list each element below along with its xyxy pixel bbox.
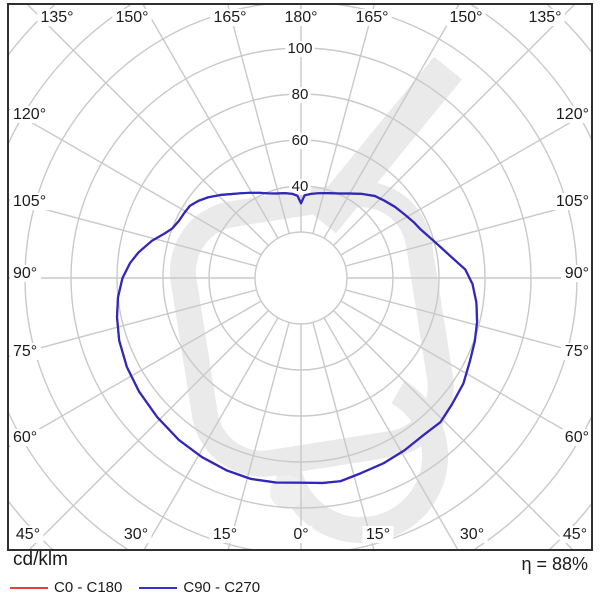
angle-tick-label: 165° <box>213 9 246 26</box>
unit-label: cd/klm <box>13 549 68 570</box>
grid-spoke <box>9 289 257 357</box>
radial-tick-label: 100 <box>287 40 312 57</box>
angle-tick-label-chip <box>210 9 250 26</box>
angle-tick-label: 30° <box>124 526 148 543</box>
legend: C0 - C180 C90 - C270 <box>10 579 260 596</box>
grid-spoke <box>312 322 375 549</box>
legend-label-c0-c180: C0 - C180 <box>54 579 123 596</box>
grid-spoke <box>142 5 279 239</box>
radial-tick-label: 60 <box>292 132 309 149</box>
angle-tick-label-chip <box>352 9 392 26</box>
grid-spoke <box>9 300 262 448</box>
radial-tick-label-chip <box>285 41 315 57</box>
legend-line-c90-c270 <box>139 586 178 589</box>
angle-tick-label: 45° <box>563 526 587 543</box>
grid-spoke <box>340 109 591 256</box>
angle-tick-label: 150° <box>449 9 482 26</box>
legend-line-c0-c180 <box>10 586 48 589</box>
legend-label-c90-c270: C90 - C270 <box>183 579 261 596</box>
angle-tick-label: 135° <box>528 9 561 26</box>
angle-tick-label-chip <box>10 265 41 282</box>
grid-spoke <box>345 289 591 357</box>
legend-item-c0-c180: C0 - C180 <box>10 579 122 596</box>
angle-tick-label-chip <box>10 429 41 446</box>
angle-tick-label-chip <box>552 193 591 210</box>
angle-tick-label-chip <box>561 265 591 282</box>
angle-tick-label-chip <box>209 526 241 543</box>
angle-tick-label: 165° <box>355 9 388 26</box>
angle-tick-label-chip <box>559 526 591 543</box>
angle-tick-label: 120° <box>13 106 46 123</box>
angle-tick-label: 30° <box>460 526 484 543</box>
grid-spoke <box>312 5 375 234</box>
angle-tick-label-chip <box>10 193 50 210</box>
radial-tick-label-chip <box>289 87 311 103</box>
angle-tick-label: 90° <box>13 265 37 282</box>
efficiency-label: η = 88% <box>521 554 588 574</box>
radial-tick-label-chip <box>289 179 311 195</box>
angle-tick-label: 75° <box>565 343 589 360</box>
angle-tick-label-chip <box>37 9 77 26</box>
angle-tick-label: 105° <box>13 193 46 210</box>
angle-tick-label: 75° <box>13 343 37 360</box>
grid-spoke <box>227 322 290 549</box>
grid-spoke <box>323 317 459 549</box>
angle-tick-label: 90° <box>565 265 589 282</box>
angle-tick-label-chip <box>112 9 152 26</box>
angle-tick-label-chip <box>10 106 50 123</box>
angle-tick-label-chip <box>362 526 394 543</box>
angle-tick-label: 60° <box>565 429 589 446</box>
grid-spoke <box>340 300 591 447</box>
curve-c90-c270 <box>115 191 479 485</box>
grid-spoke <box>345 199 591 267</box>
angle-tick-label: 0° <box>293 526 308 543</box>
angle-tick-label-chip <box>12 526 44 543</box>
angle-tick-label: 180° <box>284 9 317 26</box>
legend-item-c90-c270: C90 - C270 <box>139 579 260 596</box>
angle-tick-label: 15° <box>366 526 390 543</box>
grid-spoke <box>227 5 290 234</box>
grid-spoke <box>9 199 257 267</box>
angle-tick-label: 15° <box>213 526 237 543</box>
axis-labels: 40 60 80 100 135° 150° 165° 180° 165° 150° 135° 45°… <box>10 9 591 543</box>
grid-spoke <box>323 5 460 239</box>
angle-tick-label: 150° <box>115 9 148 26</box>
angle-tick-label-chip <box>561 429 591 446</box>
radial-tick-label-chip <box>289 133 311 149</box>
angle-tick-label-chip <box>525 9 565 26</box>
angle-tick-label-chip <box>561 343 591 360</box>
angle-tick-label: 120° <box>556 106 589 123</box>
angle-tick-label-chip <box>10 343 41 360</box>
angle-tick-label: 45° <box>16 526 40 543</box>
grid-spoke <box>9 108 262 256</box>
angle-tick-label: 60° <box>13 429 37 446</box>
radial-tick-label: 40 <box>292 178 309 195</box>
angle-tick-label: 105° <box>556 193 589 210</box>
grid-spoke <box>143 317 279 549</box>
angle-tick-label-chip <box>456 526 488 543</box>
angle-tick-label-chip <box>281 9 321 26</box>
radial-tick-label: 80 <box>292 86 309 103</box>
angle-tick-label-chip <box>446 9 486 26</box>
grid-spoke <box>27 5 269 246</box>
angle-tick-label-chip <box>289 526 313 543</box>
angle-tick-label-chip <box>552 106 591 123</box>
angle-tick-label-chip <box>120 526 152 543</box>
angle-tick-label: 135° <box>40 9 73 26</box>
